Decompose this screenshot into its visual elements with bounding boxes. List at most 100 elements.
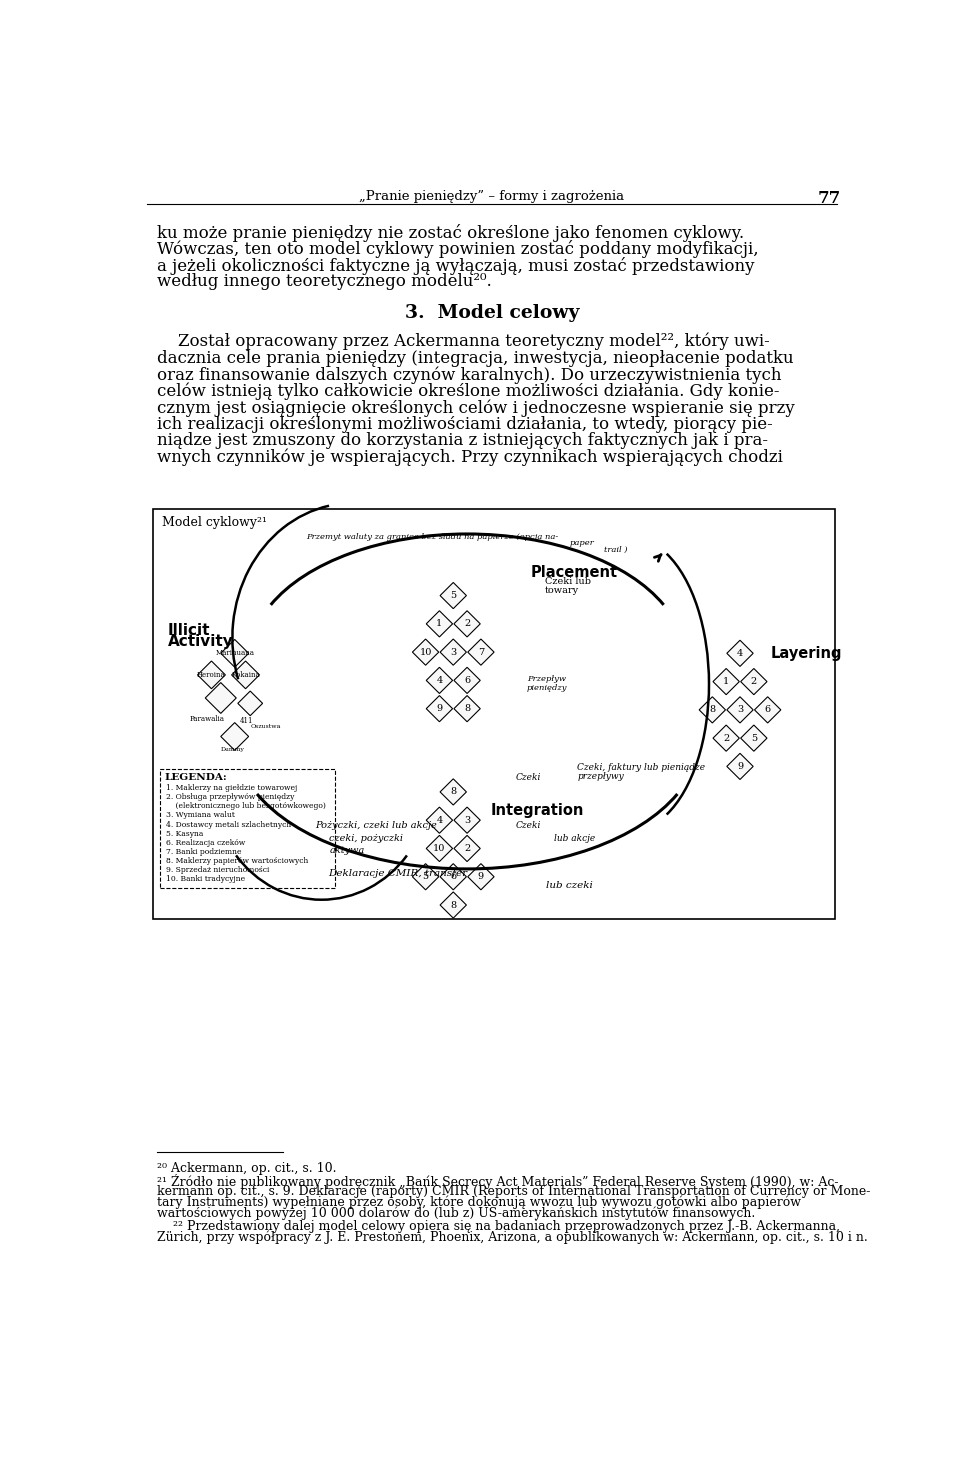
Text: 1: 1 bbox=[723, 677, 730, 686]
Text: 2: 2 bbox=[464, 844, 470, 853]
Text: Model cyklowy²¹: Model cyklowy²¹ bbox=[162, 516, 267, 529]
Polygon shape bbox=[727, 754, 754, 780]
Polygon shape bbox=[713, 668, 739, 695]
Polygon shape bbox=[454, 836, 480, 862]
Polygon shape bbox=[440, 582, 467, 608]
Polygon shape bbox=[727, 696, 754, 723]
Text: celów istnieją tylko całkowicie określone możliwości działania. Gdy konie-: celów istnieją tylko całkowicie określon… bbox=[157, 383, 780, 400]
Text: 7. Banki podziemne: 7. Banki podziemne bbox=[166, 847, 242, 856]
Text: lub czeki: lub czeki bbox=[546, 881, 593, 890]
Text: wnych czynników je wspierających. Przy czynnikach wspierających chodzi: wnych czynników je wspierających. Przy c… bbox=[157, 449, 783, 466]
Text: wartościowych powyżej 10 000 dolarów do (lub z) US-amerykańskich instytutów fina: wartościowych powyżej 10 000 dolarów do … bbox=[157, 1207, 756, 1220]
Text: Activity: Activity bbox=[168, 635, 234, 649]
Text: 2: 2 bbox=[751, 677, 756, 686]
Text: aktywa: aktywa bbox=[329, 846, 365, 855]
Text: 4: 4 bbox=[436, 676, 443, 685]
Polygon shape bbox=[727, 641, 754, 667]
Text: 5: 5 bbox=[751, 733, 756, 743]
Text: 1: 1 bbox=[436, 619, 443, 629]
Polygon shape bbox=[426, 808, 452, 833]
Text: ku może pranie pieniędzy nie zostać określone jako fenomen cyklowy.: ku może pranie pieniędzy nie zostać okre… bbox=[157, 224, 744, 242]
Polygon shape bbox=[454, 611, 480, 636]
Text: 5: 5 bbox=[422, 872, 429, 881]
Polygon shape bbox=[413, 863, 439, 890]
Text: 4: 4 bbox=[737, 649, 743, 658]
Text: 10. Banki tradycyjne: 10. Banki tradycyjne bbox=[166, 875, 246, 883]
Text: 9: 9 bbox=[437, 704, 443, 712]
Text: trail ): trail ) bbox=[605, 545, 628, 554]
Text: 2: 2 bbox=[464, 619, 470, 629]
Text: ²² Przedstawiony dalej model celowy opiera się na badaniach przeprowadzonych prz: ²² Przedstawiony dalej model celowy opie… bbox=[157, 1220, 840, 1233]
Text: ich realizacji określonymi możliwościami działania, to wtedy, piorący pie-: ich realizacji określonymi możliwościami… bbox=[157, 416, 773, 432]
Text: Placement: Placement bbox=[531, 564, 618, 579]
Text: paper: paper bbox=[569, 539, 594, 547]
Text: 3: 3 bbox=[464, 815, 470, 825]
Text: 7: 7 bbox=[478, 648, 484, 657]
Text: ²¹ Źródło nie publikowany podręcznik „Bańk Secrecy Act Materials” Federal Reser: ²¹ Źródło nie publikowany podręcznik „Ba… bbox=[157, 1174, 839, 1189]
Text: 2: 2 bbox=[723, 733, 730, 743]
Text: 8: 8 bbox=[709, 705, 715, 714]
Text: ²⁰ Ackermann, op. cit., s. 10.: ²⁰ Ackermann, op. cit., s. 10. bbox=[157, 1161, 337, 1174]
Polygon shape bbox=[468, 639, 494, 666]
Bar bbox=[153, 509, 834, 919]
Text: Przemyt waluty za granice bez śladu na papierze (opcja na-: Przemyt waluty za granice bez śladu na p… bbox=[306, 534, 559, 541]
Text: 411: 411 bbox=[240, 717, 253, 726]
Text: 6: 6 bbox=[764, 705, 771, 714]
Polygon shape bbox=[426, 611, 452, 636]
Text: Został opracowany przez Ackermanna teoretyczny model²², który uwi-: Został opracowany przez Ackermanna teore… bbox=[157, 333, 770, 350]
Polygon shape bbox=[440, 863, 467, 890]
Text: Przepływ: Przepływ bbox=[527, 674, 565, 683]
Text: Oszustwa: Oszustwa bbox=[251, 724, 280, 729]
Text: Dummy: Dummy bbox=[221, 748, 245, 752]
Polygon shape bbox=[426, 667, 452, 693]
Polygon shape bbox=[440, 778, 467, 805]
Text: Heroina: Heroina bbox=[197, 671, 226, 679]
Polygon shape bbox=[413, 639, 439, 666]
Text: Layering: Layering bbox=[771, 645, 843, 661]
Text: 8: 8 bbox=[450, 787, 456, 796]
Text: 3: 3 bbox=[737, 705, 743, 714]
Text: 2. Obsługa przepływów pieniędzy: 2. Obsługa przepływów pieniędzy bbox=[166, 793, 295, 802]
Polygon shape bbox=[426, 695, 452, 721]
Text: LEGENDA:: LEGENDA: bbox=[165, 774, 228, 783]
Text: Kokaina: Kokaina bbox=[231, 671, 260, 679]
Text: Pożyczki, czeki lub akcje: Pożyczki, czeki lub akcje bbox=[315, 821, 437, 830]
Text: 4. Dostawcy metali szlachetnych: 4. Dostawcy metali szlachetnych bbox=[166, 821, 292, 828]
Text: według innego teoretycznego modelu²⁰.: według innego teoretycznego modelu²⁰. bbox=[157, 273, 492, 290]
Polygon shape bbox=[205, 683, 236, 714]
Text: czeki, pożyczki: czeki, pożyczki bbox=[329, 834, 403, 843]
Text: „Pranie pieniędzy” – formy i zagrożenia: „Pranie pieniędzy” – formy i zagrożenia bbox=[359, 189, 625, 202]
Text: Wówczas, ten oto model cyklowy powinien zostać poddany modyfikacji,: Wówczas, ten oto model cyklowy powinien … bbox=[157, 240, 758, 258]
Text: 3.  Model celowy: 3. Model celowy bbox=[405, 303, 579, 321]
Text: 3. Wymiana walut: 3. Wymiana walut bbox=[166, 812, 235, 819]
Text: przepływy: przepływy bbox=[577, 773, 624, 781]
Polygon shape bbox=[231, 661, 259, 689]
Text: tary Instruments) wypełniane przez osoby, które dokonują wwozu lub wywozu gotówk: tary Instruments) wypełniane przez osoby… bbox=[157, 1195, 802, 1209]
Polygon shape bbox=[713, 726, 739, 751]
Polygon shape bbox=[741, 726, 767, 751]
Polygon shape bbox=[238, 690, 263, 715]
Text: towary: towary bbox=[544, 586, 579, 595]
Polygon shape bbox=[454, 808, 480, 833]
Text: 1. Maklerzy na giełdzie towarowej: 1. Maklerzy na giełdzie towarowej bbox=[166, 784, 298, 792]
Polygon shape bbox=[468, 863, 494, 890]
Text: pieniędzy: pieniędzy bbox=[527, 685, 567, 692]
Text: 9. Sprzedaż nieruchomości: 9. Sprzedaż nieruchomości bbox=[166, 866, 270, 874]
Text: cznym jest osiągnięcie określonych celów i jednoczesne wspieranie się przy: cznym jest osiągnięcie określonych celów… bbox=[157, 399, 795, 416]
Text: Deklaracje CMIR, transfer: Deklaracje CMIR, transfer bbox=[327, 869, 467, 878]
Text: lub akcje: lub akcje bbox=[554, 834, 595, 843]
Text: Czeki: Czeki bbox=[516, 821, 540, 830]
Polygon shape bbox=[741, 668, 767, 695]
Text: 77: 77 bbox=[818, 189, 841, 207]
Text: 9: 9 bbox=[737, 762, 743, 771]
Polygon shape bbox=[426, 836, 452, 862]
Text: Czeki: Czeki bbox=[516, 774, 540, 783]
Text: Zürich, przy współpracy z J. E. Prestonem, Phoenix, Arizona, a opublikowanych w:: Zürich, przy współpracy z J. E. Prestone… bbox=[157, 1231, 868, 1245]
Text: 6: 6 bbox=[464, 676, 470, 685]
Text: 10: 10 bbox=[433, 844, 445, 853]
Polygon shape bbox=[221, 639, 249, 667]
Text: 5: 5 bbox=[450, 591, 456, 600]
Polygon shape bbox=[198, 661, 226, 689]
Text: 8: 8 bbox=[464, 704, 470, 712]
Text: 6. Realizacja czeków: 6. Realizacja czeków bbox=[166, 839, 246, 847]
